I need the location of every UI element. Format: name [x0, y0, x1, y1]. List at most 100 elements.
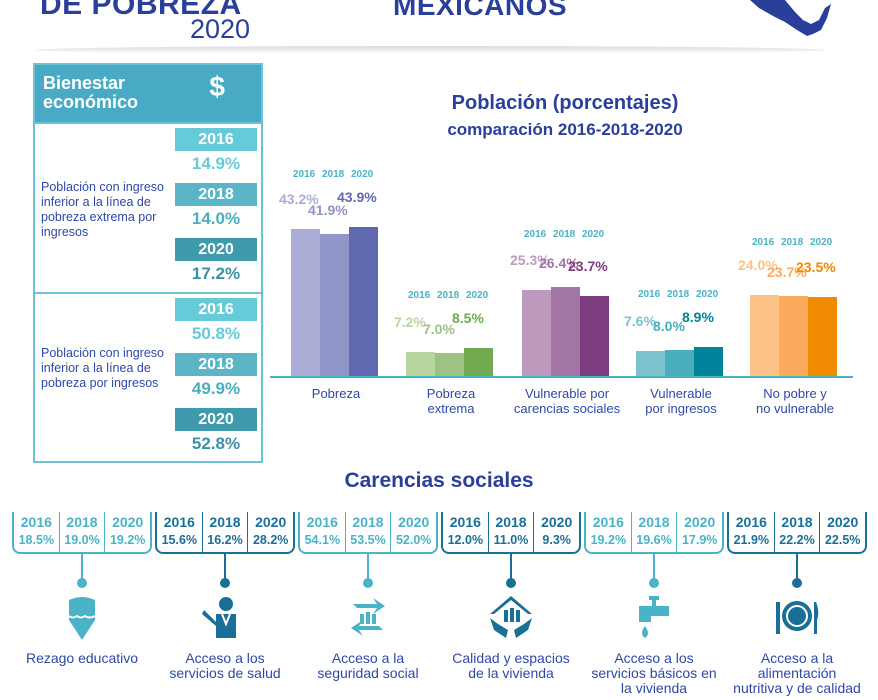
bar-year-label: 2016 — [524, 228, 547, 240]
carencia-year: 2016 — [20, 514, 52, 530]
category-label: Vulnerable por ingresos — [645, 386, 717, 416]
bar-year-label: 2018 — [322, 168, 345, 180]
carencia-label: Acceso a la alimentación nutritiva y de … — [733, 650, 861, 696]
bar-value-label: 7.0% — [423, 321, 455, 338]
category-label: Pobreza extrema — [426, 386, 476, 416]
carencia-value: 17.9% — [681, 533, 718, 547]
carencia-cell: 2020 22.5% — [820, 512, 865, 552]
bar-value-label: 23.7% — [568, 257, 608, 274]
bar-2020 — [464, 347, 493, 377]
carencia-value: 9.3% — [542, 533, 571, 547]
bar-year-label: 2020 — [466, 289, 489, 301]
carencia-year: 2020 — [684, 514, 716, 530]
carencia-cell: 2018 11.0% — [489, 512, 535, 552]
year-badge: 2020 — [175, 238, 257, 261]
carencia-values-box: 2016 19.2% 2018 19.6% 2020 17.9% — [584, 512, 724, 554]
bar-2016 — [750, 294, 779, 377]
bar-value-label: 26.4% — [539, 254, 579, 271]
bienestar-row: Población con ingreso inferior a la líne… — [35, 122, 261, 292]
carencia-cell: 2018 19.6% — [632, 512, 678, 552]
bar-value-label: 43.2% — [279, 191, 319, 208]
bar-year-label: 2020 — [351, 168, 374, 180]
bar-value-label: 8.5% — [452, 309, 484, 326]
carencia-value: 16.2% — [207, 533, 243, 547]
bar-value-label: 8.0% — [653, 317, 685, 334]
carencia-value: 15.6% — [161, 533, 198, 547]
carencia-cell: 2016 21.9% — [729, 512, 775, 552]
connector-dot — [220, 578, 230, 588]
bar-year-label: 2018 — [437, 289, 460, 301]
carencia-year: 2016 — [735, 514, 767, 530]
bienestar-row: Población con ingreso inferior a la líne… — [35, 292, 261, 462]
plate-icon — [776, 601, 819, 634]
header-title-left: DE POBREZA — [40, 0, 242, 21]
carencia-year: 2016 — [163, 514, 195, 530]
carencia-cell: 2016 15.6% — [157, 512, 203, 552]
carencia-year: 2018 — [781, 514, 813, 530]
year-badge: 2016 — [175, 128, 257, 151]
carencia-cell: 2020 9.3% — [534, 512, 579, 552]
bar-2018 — [665, 349, 694, 377]
bar-year-label: 2016 — [293, 168, 316, 180]
carencia-year: 2018 — [638, 514, 670, 530]
year-value: 49.9% — [191, 379, 241, 398]
carencia-year: 2016 — [306, 514, 338, 530]
connector-dot — [77, 578, 87, 588]
bar-year-label: 2020 — [696, 288, 719, 300]
bienestar-panel: Bienestar económico $ Población con ingr… — [33, 63, 263, 463]
carencia-values-box: 2016 21.9% 2018 22.2% 2020 22.5% — [727, 512, 867, 554]
year-value: 17.2% — [191, 264, 241, 283]
bar-2016 — [522, 290, 551, 377]
carencia-cell: 2018 53.5% — [346, 512, 392, 552]
carencia-year: 2020 — [541, 514, 573, 530]
header-year: 2020 — [190, 14, 251, 44]
bienestar-header: Bienestar económico $ — [35, 65, 261, 122]
bar-2020 — [580, 295, 609, 377]
bar-value-label: 24.0% — [738, 256, 778, 273]
connector-line — [81, 554, 83, 581]
bar-value-label: 7.6% — [624, 313, 656, 329]
bar-year-label: 2018 — [667, 288, 690, 300]
bar-2020 — [808, 296, 837, 377]
carencia-value: 22.2% — [779, 533, 815, 547]
carencia-values-box: 2016 15.6% 2018 16.2% 2020 28.2% — [155, 512, 295, 554]
carencia-cell: 2016 12.0% — [443, 512, 489, 552]
faucet-icon — [639, 596, 669, 638]
carencia-value: 21.9% — [733, 533, 770, 547]
chart-subtitle: comparación 2016-2018-2020 — [447, 120, 683, 139]
carencia-year: 2018 — [66, 514, 98, 530]
carencia-value: 52.0% — [395, 533, 432, 547]
carencia-label: Acceso a los servicios de salud — [169, 650, 281, 681]
mexico-map-icon — [750, 0, 831, 36]
house-hands-icon — [490, 596, 532, 638]
bar-2018 — [435, 353, 464, 377]
chart-title: Población (porcentajes) — [451, 92, 679, 114]
row-label: Población con ingreso inferior a la líne… — [41, 180, 164, 239]
bar-2018 — [551, 286, 580, 377]
carencia-cell: 2018 19.0% — [60, 512, 106, 552]
carencia-cell: 2020 17.9% — [677, 512, 722, 552]
category-label: Vulnerable por carencias sociales — [513, 386, 621, 416]
bar-year-label: 2018 — [553, 228, 576, 240]
carencia-value: 19.6% — [636, 533, 672, 547]
bar-chart: 2016 43.2% 2018 41.9% 2020 43.9% Pobreza 2016 7.… — [279, 168, 837, 416]
carencia-label: Calidad y espacios de la vivienda — [452, 650, 570, 681]
carencia-value: 22.5% — [824, 533, 861, 547]
carencia-year: 2020 — [112, 514, 144, 530]
carencia-year: 2018 — [495, 514, 527, 530]
connector-line — [796, 554, 798, 581]
year-value: 14.0% — [191, 209, 241, 228]
carencia-year: 2016 — [592, 514, 624, 530]
bar-2016 — [291, 229, 320, 377]
carencia-value: 12.0% — [447, 533, 484, 547]
bar-value-label: 23.7% — [767, 263, 807, 280]
bar-2018 — [320, 233, 349, 377]
carencia-value: 19.0% — [64, 533, 100, 547]
bar-2020 — [694, 346, 723, 377]
row-label: Población con ingreso inferior a la líne… — [41, 346, 164, 390]
carencia-cell: 2020 52.0% — [391, 512, 436, 552]
connector-line — [367, 554, 369, 581]
carencia-cell: 2016 54.1% — [300, 512, 346, 552]
carencia-label: Acceso a la seguridad social — [317, 650, 419, 681]
carencia-values-box: 2016 12.0% 2018 11.0% 2020 9.3% — [441, 512, 581, 554]
